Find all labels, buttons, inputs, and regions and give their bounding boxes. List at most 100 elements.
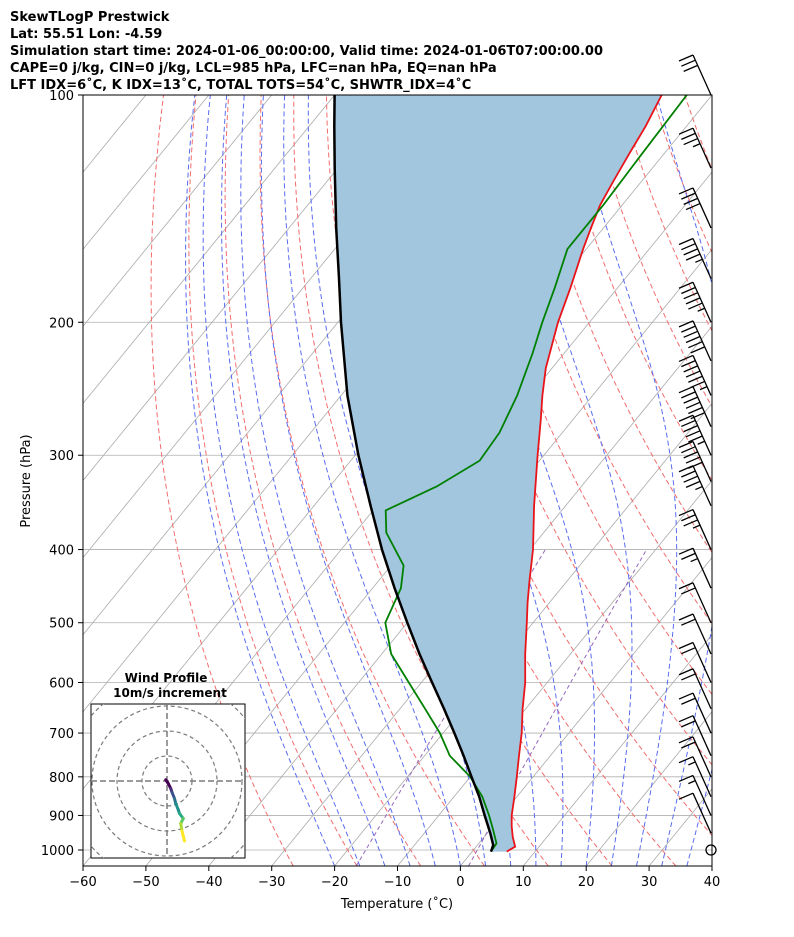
x-tick-label: −40	[195, 875, 222, 890]
barb-flag	[678, 414, 694, 422]
dry-adiabat	[783, 95, 794, 866]
barb-shaft	[692, 775, 712, 816]
y-tick-label: 900	[49, 809, 74, 824]
barb-flag	[690, 346, 705, 354]
wind-barb	[678, 774, 712, 816]
wind-barb	[678, 792, 712, 834]
barb-flag	[683, 330, 698, 338]
barb-flag	[688, 302, 703, 310]
simulation-time: Simulation start time: 2024-01-06_00:00:…	[10, 44, 603, 59]
x-tick-label: 0	[456, 875, 464, 890]
y-tick-label: 800	[49, 771, 74, 786]
barb-flag	[685, 456, 701, 464]
moist-adiabat	[656, 95, 712, 866]
station-title: SkewTLogP Prestwick	[10, 10, 170, 25]
barb-flag	[683, 248, 698, 256]
barb-flag	[678, 187, 694, 195]
barb-flag	[681, 286, 696, 295]
wind-barb	[678, 320, 712, 362]
barb-shaft	[692, 792, 712, 834]
isotherm	[83, 95, 84, 96]
wind-barb	[705, 844, 717, 856]
barb-flag	[683, 475, 698, 483]
wind-barb	[678, 414, 712, 456]
dry-adiabat	[188, 95, 358, 866]
barb-flag	[683, 451, 698, 459]
barb-flag	[678, 320, 694, 328]
isotherm	[460, 556, 712, 866]
wind-barb	[678, 127, 712, 169]
chart-header: SkewTLogP Prestwick Lat: 55.51 Lon: -4.5…	[10, 9, 603, 94]
barb-flag	[685, 430, 701, 438]
barb-flag	[683, 292, 698, 300]
barb-flag	[685, 480, 701, 488]
isotherm	[334, 402, 712, 866]
stability-indices-1: CAPE=0 j/kg, CIN=0 j/kg, LCL=985 hPa, LF…	[10, 61, 497, 76]
y-tick-label: 400	[49, 544, 74, 559]
barb-flag	[688, 435, 703, 443]
dry-adiabat	[150, 95, 294, 866]
barb-shaft	[692, 187, 712, 229]
x-axis-title: Temperature (˚C)	[340, 896, 453, 912]
moist-adiabat	[570, 95, 678, 866]
barb-flag	[681, 514, 696, 522]
x-tick-label: −60	[69, 875, 96, 890]
barb-flag	[678, 465, 694, 473]
x-tick-label: 40	[704, 875, 721, 890]
barb-half-flag	[695, 258, 703, 263]
y-tick-label: 600	[49, 677, 74, 692]
barb-flag	[690, 412, 705, 420]
wind-barb	[678, 582, 712, 623]
hodograph-title: Wind Profile	[125, 671, 208, 685]
barb-shaft	[692, 127, 712, 169]
barb-shaft	[692, 547, 712, 589]
barb-flag	[681, 419, 696, 428]
barb-flag	[681, 470, 696, 478]
moist-adiabat	[260, 95, 436, 866]
y-tick-label: 1000	[41, 844, 74, 859]
barb-flag	[678, 668, 694, 676]
barb-shaft	[692, 582, 712, 623]
barb-flag	[678, 508, 694, 517]
barb-flag	[688, 375, 703, 383]
barb-shaft	[692, 414, 712, 456]
barb-shaft	[692, 756, 712, 797]
wind-barb	[678, 736, 712, 778]
barb-flag	[678, 736, 694, 744]
barb-flag	[678, 774, 694, 783]
hodograph-segment	[180, 829, 186, 843]
wind-barb	[678, 547, 712, 589]
barb-flag	[678, 547, 694, 555]
barb-flag	[678, 386, 694, 394]
isotherm	[83, 95, 335, 405]
isotherm	[648, 788, 712, 866]
wind-barb	[678, 641, 712, 683]
isotherm	[83, 95, 210, 250]
dry-adiabat	[224, 95, 422, 866]
x-tick-label: −20	[321, 875, 348, 890]
barb-flag	[690, 380, 705, 389]
isotherm	[83, 95, 398, 482]
barb-half-flag	[692, 524, 701, 529]
dry-adiabat	[521, 95, 712, 554]
barb-flag	[681, 132, 696, 140]
barb-shaft	[692, 355, 712, 396]
barb-flag	[681, 618, 696, 626]
barb-half-flag	[697, 307, 705, 312]
barb-flag	[683, 425, 698, 433]
dry-adiabat	[684, 95, 712, 171]
barb-flag	[683, 396, 698, 404]
barb-flag	[681, 720, 696, 728]
barb-flag	[683, 197, 698, 205]
wind-barb	[678, 613, 712, 655]
barb-flag	[685, 335, 701, 344]
wind-barb	[678, 440, 712, 482]
sounding-profiles	[333, 95, 688, 853]
barb-flag	[678, 792, 694, 800]
moist-adiabat	[307, 95, 487, 866]
barb-shaft	[692, 613, 712, 655]
barb-flag	[681, 360, 696, 368]
barb-flag	[681, 59, 696, 67]
barb-flag	[685, 297, 701, 305]
moist-adiabat	[202, 95, 361, 866]
